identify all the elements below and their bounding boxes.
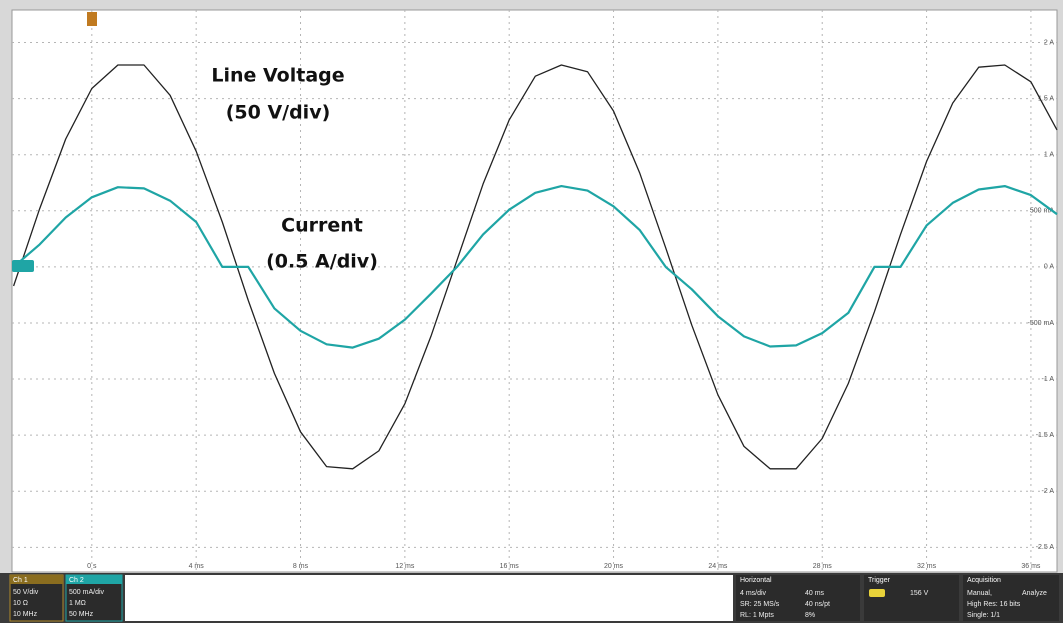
ch1-header <box>10 575 63 584</box>
y-tick-label: 0 A <box>1044 264 1054 271</box>
x-tick-label: 0 s <box>87 563 97 570</box>
trace <box>12 64 1058 470</box>
acquisition-line: Manual, <box>967 590 992 597</box>
x-tick-label: 24 ms <box>708 563 728 570</box>
horizontal-line: 40 ms <box>805 590 825 597</box>
annotation: Current <box>281 215 363 237</box>
ch1-line: 10 MHz <box>13 611 38 618</box>
acquisition-line: Analyze <box>1022 590 1047 597</box>
horizontal-line: 40 ns/pt <box>805 601 830 608</box>
y-tick-label: -500 mA <box>1028 320 1055 327</box>
x-tick-label: 36 ms <box>1021 563 1041 570</box>
annotation: (50 V/div) <box>226 102 331 124</box>
ch2-header <box>66 575 122 584</box>
acquisition-title: Acquisition <box>967 577 1001 584</box>
plot-area <box>11 9 1058 573</box>
trace <box>12 185 1058 349</box>
trigger-level: 156 V <box>910 590 929 597</box>
annotation: (0.5 A/div) <box>266 251 378 273</box>
trigger-source <box>869 589 885 597</box>
annotation: Line Voltage <box>211 65 344 87</box>
y-tick-label: -2 A <box>1042 488 1055 495</box>
x-tick-label: 16 ms <box>500 563 520 570</box>
x-tick-label: 28 ms <box>813 563 833 570</box>
trigger-marker <box>87 12 97 26</box>
ch2-marker <box>12 260 34 272</box>
ch2-line: 1 MΩ <box>69 600 86 607</box>
horizontal-title: Horizontal <box>740 577 772 584</box>
y-tick-label: 1 A <box>1044 152 1054 159</box>
ch2-title: Ch 2 <box>69 577 84 584</box>
x-tick-label: 32 ms <box>917 563 937 570</box>
horizontal-line: 8% <box>805 612 815 619</box>
y-tick-label: -2.5 A <box>1036 544 1055 551</box>
trigger-title: Trigger <box>868 577 891 584</box>
horizontal-panel[interactable] <box>736 575 860 621</box>
acquisition-line: High Res: 16 bits <box>967 601 1021 608</box>
x-tick-label: 12 ms <box>395 563 415 570</box>
ch2-line: 500 mA/div <box>69 589 105 596</box>
x-tick-label: 4 ms <box>189 563 205 570</box>
trigger-panel[interactable] <box>864 575 959 621</box>
y-tick-label: -1.5 A <box>1036 432 1055 439</box>
acquisition-panel[interactable] <box>963 575 1059 621</box>
y-tick-label: 2 A <box>1044 39 1054 46</box>
y-tick-label: -1 A <box>1042 376 1055 383</box>
ch2-line: 50 MHz <box>69 611 94 618</box>
horizontal-line: RL: 1 Mpts <box>740 612 774 619</box>
ch1-line: 10 Ω <box>13 600 28 607</box>
y-tick-label: 500 mA <box>1030 208 1054 215</box>
blank-panel <box>125 575 733 621</box>
y-tick-label: 1.5 A <box>1038 95 1054 102</box>
acquisition-line: Single: 1/1 <box>967 612 1000 619</box>
horizontal-line: 4 ms/div <box>740 590 767 597</box>
horizontal-line: SR: 25 MS/s <box>740 601 780 608</box>
ch1-line: 50 V/div <box>13 589 39 596</box>
ch1-title: Ch 1 <box>13 577 28 584</box>
x-tick-label: 8 ms <box>293 563 309 570</box>
x-tick-label: 20 ms <box>604 563 624 570</box>
